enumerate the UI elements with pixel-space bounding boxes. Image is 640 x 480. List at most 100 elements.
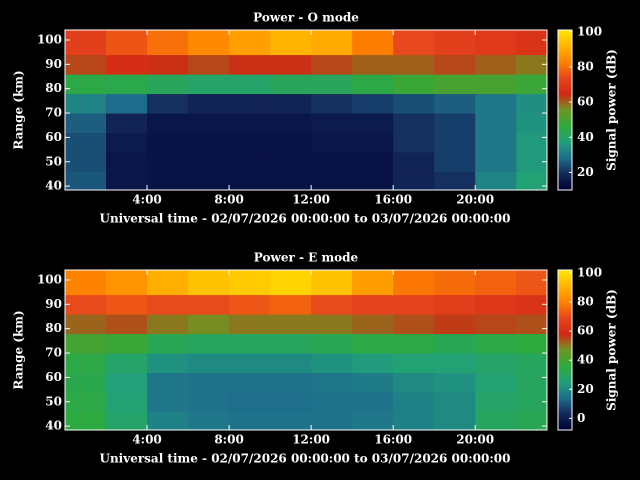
cell — [352, 411, 394, 430]
cell — [311, 294, 353, 315]
colorbar-label: Signal power (dB) — [605, 289, 619, 411]
cell — [434, 270, 476, 296]
cell — [229, 152, 271, 172]
cell — [65, 54, 107, 75]
colorbar-tick-label: 60 — [577, 95, 594, 109]
cell — [516, 152, 547, 172]
cell — [147, 294, 189, 315]
cell — [352, 30, 394, 56]
cell — [393, 152, 435, 172]
cell — [106, 74, 148, 95]
cell — [475, 270, 517, 296]
cell — [188, 270, 230, 296]
cell — [65, 132, 107, 153]
cell — [270, 93, 312, 114]
cell — [393, 74, 435, 95]
cell — [270, 74, 312, 95]
x-tick-label: 20:00 — [456, 193, 494, 207]
cell — [475, 372, 517, 393]
cell — [106, 30, 148, 56]
cell — [106, 152, 148, 172]
colorbar-tick-label: 20 — [577, 382, 594, 396]
cell — [188, 333, 230, 354]
cell — [434, 54, 476, 75]
cell — [270, 372, 312, 393]
cell — [434, 392, 476, 412]
cell — [516, 93, 547, 114]
cell — [311, 30, 353, 56]
cell — [434, 314, 476, 335]
cell — [311, 171, 353, 190]
x-tick-label: 12:00 — [292, 433, 330, 447]
cell — [188, 353, 230, 374]
cell — [352, 270, 394, 296]
cell — [516, 392, 547, 412]
x-tick-label: 20:00 — [456, 433, 494, 447]
cell — [106, 54, 148, 75]
y-tick-label: 60 — [45, 130, 62, 144]
chart-title: Power - O mode — [253, 11, 359, 25]
colorbar-tick-label: 100 — [577, 265, 602, 279]
cell — [270, 333, 312, 354]
cell — [393, 113, 435, 134]
cell — [434, 132, 476, 153]
x-tick-label: 12:00 — [292, 193, 330, 207]
cell — [352, 372, 394, 393]
cell — [147, 353, 189, 374]
cell — [516, 314, 547, 335]
cell — [147, 392, 189, 412]
cell — [65, 171, 107, 190]
y-tick-label: 80 — [45, 81, 62, 95]
cell — [229, 392, 271, 412]
cell — [434, 74, 476, 95]
cell — [434, 353, 476, 374]
cell — [311, 411, 353, 430]
cell — [352, 113, 394, 134]
cell — [188, 372, 230, 393]
cell — [475, 113, 517, 134]
cell — [229, 30, 271, 56]
cell — [475, 93, 517, 114]
cell — [434, 30, 476, 56]
cell — [311, 270, 353, 296]
cell — [516, 411, 547, 430]
cell — [106, 171, 148, 190]
cell — [516, 353, 547, 374]
cell — [434, 411, 476, 430]
cell — [311, 333, 353, 354]
cell — [434, 372, 476, 393]
cell — [311, 74, 353, 95]
cell — [106, 353, 148, 374]
cell — [106, 392, 148, 412]
cell — [65, 270, 107, 296]
cell — [352, 353, 394, 374]
cell — [311, 372, 353, 393]
cell — [65, 93, 107, 114]
cell — [352, 54, 394, 75]
cell — [352, 171, 394, 190]
cell — [434, 152, 476, 172]
cell — [393, 333, 435, 354]
cell — [475, 411, 517, 430]
y-tick-label: 70 — [45, 106, 62, 120]
cell — [188, 152, 230, 172]
colorbar-tick-label: 60 — [577, 324, 594, 338]
cell — [270, 353, 312, 374]
cell — [311, 314, 353, 335]
cell — [229, 270, 271, 296]
cell — [270, 30, 312, 56]
y-tick-label: 50 — [45, 154, 62, 168]
cell — [393, 353, 435, 374]
y-tick-label: 60 — [45, 370, 62, 384]
y-tick-label: 100 — [37, 32, 62, 46]
cell — [475, 333, 517, 354]
cell — [475, 74, 517, 95]
cell — [65, 392, 107, 412]
cell — [434, 333, 476, 354]
cell — [393, 392, 435, 412]
cell — [516, 54, 547, 75]
cell — [475, 152, 517, 172]
cell — [147, 372, 189, 393]
cell — [188, 411, 230, 430]
